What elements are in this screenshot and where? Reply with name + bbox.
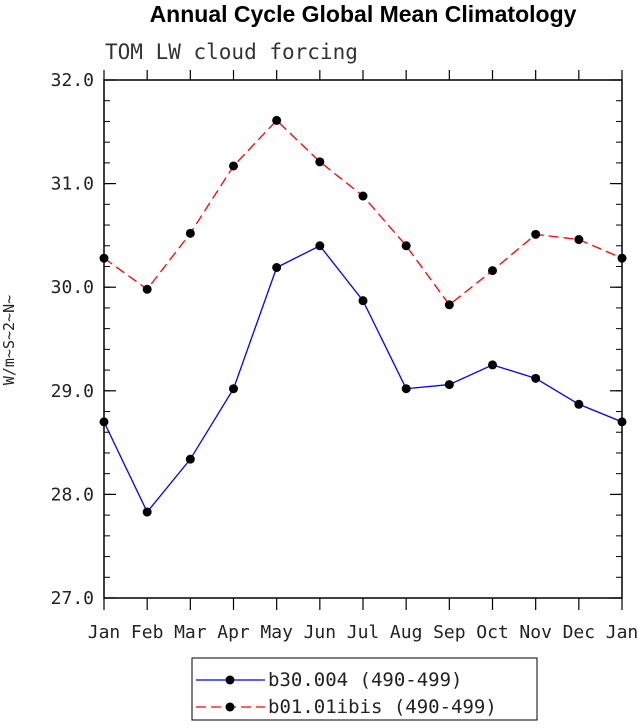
x-tick-label: Jan [606,622,638,643]
data-point [444,300,454,310]
legend-box [191,657,538,721]
data-point [444,380,454,390]
x-tick-label: Feb [131,622,164,643]
data-point [315,157,325,167]
data-point [531,229,541,239]
plot-area-frame [103,79,623,599]
series-1 [99,115,627,310]
data-point [229,384,238,394]
data-point [401,384,411,394]
y-tick-label: 30.0 [51,277,94,298]
x-tick-label: Oct [476,622,509,643]
data-point [142,507,152,517]
x-tick-label: Dec [563,622,596,643]
legend: b30.004 (490-499) b01.01ibis (490-499) [191,657,538,721]
x-tick-label: Aug [390,622,423,643]
y-axis-label: W/m~S~2~N~ [0,295,18,385]
x-tick-label: Sep [433,622,466,643]
data-point [617,417,627,427]
data-point [401,241,411,251]
data-point [185,454,195,464]
y-tick-label: 28.0 [51,484,94,505]
x-tick-label: May [260,622,293,643]
data-point [185,228,195,238]
data-point [574,235,584,245]
legend-marker [225,702,235,712]
legend-label: b01.01ibis (490-499) [268,696,497,718]
x-tick-label: Jan [88,622,121,643]
x-tick-label: Jul [347,622,380,643]
chart-title: Annual Cycle Global Mean Climatology [150,1,577,27]
y-tick-label: 29.0 [51,381,94,402]
data-point [315,241,325,251]
data-point [617,253,627,263]
data-point [142,284,152,294]
data-point [99,253,109,263]
data-point [488,266,497,276]
series-line [103,119,623,306]
chart-subtitle: TOM LW cloud forcing [105,40,358,64]
x-tick-label: Mar [174,622,207,643]
data-point [488,360,497,370]
x-tick-label: Nov [519,622,552,643]
x-tick-label: Apr [217,622,250,643]
data-point [358,191,368,201]
data-point [574,399,584,409]
series-line [103,244,623,514]
data-point [272,263,282,273]
y-tick-label: 27.0 [51,588,94,609]
data-point [358,296,368,306]
legend-marker [225,675,235,685]
plot-series [99,115,627,517]
data-point [229,161,238,171]
legend-label: b30.004 (490-499) [268,669,462,691]
data-point [531,373,541,383]
axis-ticks: 27.0 28.0 29.0 30.0 31.0 32.0 Jan Feb Mar Apr May J… [51,70,638,643]
y-tick-label: 31.0 [51,174,94,195]
data-point [99,417,109,427]
y-tick-label: 32.0 [51,70,94,91]
series-0 [99,241,627,517]
x-tick-label: Jun [304,622,337,643]
data-point [272,115,282,125]
